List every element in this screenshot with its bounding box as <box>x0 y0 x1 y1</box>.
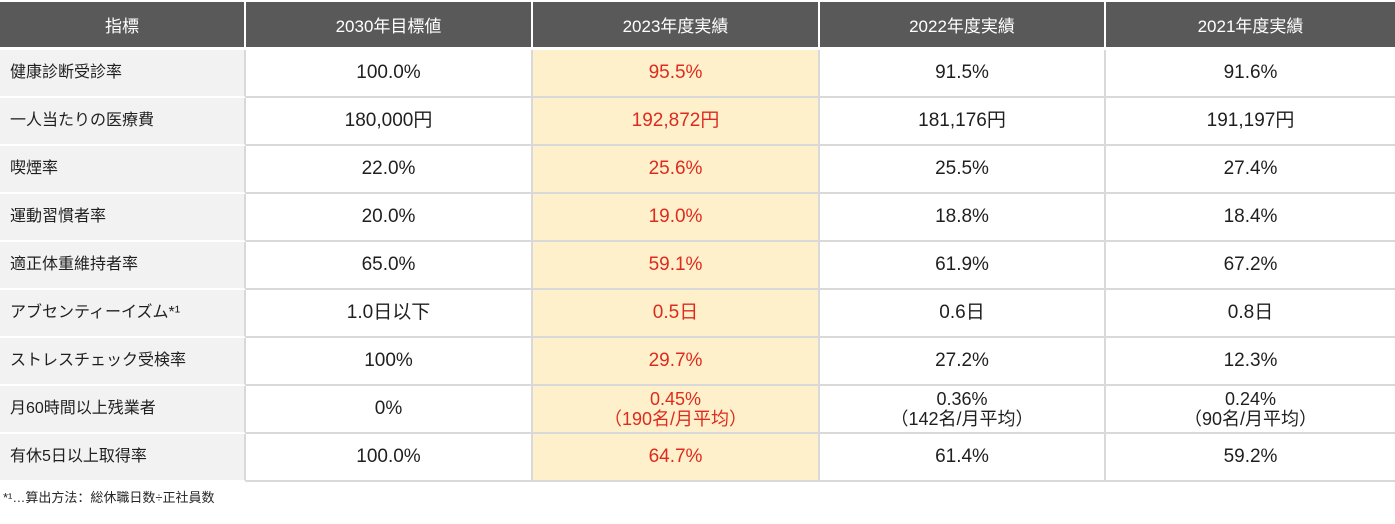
cell-fy2023-highlight: 59.1% <box>533 242 820 290</box>
cell-target-2030: 100.0% <box>246 434 533 482</box>
kpi-results-page: 指標 2030年目標値 2023年度実績 2022年度実績 2021年度実績 健… <box>0 2 1395 505</box>
column-header-fy2021: 2021年度実績 <box>1106 2 1395 50</box>
cell-fy2021: 0.24% （90名/月平均） <box>1106 386 1395 434</box>
cell-indicator: 適正体重維持者率 <box>0 242 246 290</box>
header-row: 指標 2030年目標値 2023年度実績 2022年度実績 2021年度実績 <box>0 2 1395 50</box>
cell-fy2023-highlight: 64.7% <box>533 434 820 482</box>
table-row: アブセンティーイズム*¹ 1.0日以下 0.5日 0.6日 0.8日 <box>0 290 1395 338</box>
cell-fy2022: 18.8% <box>820 194 1106 242</box>
cell-fy2023-highlight: 0.5日 <box>533 290 820 338</box>
cell-fy2021: 59.2% <box>1106 434 1395 482</box>
table-row: 一人当たりの医療費 180,000円 192,872円 181,176円 191… <box>0 98 1395 146</box>
cell-fy2023-highlight: 0.45% （190名/月平均） <box>533 386 820 434</box>
cell-fy2021: 12.3% <box>1106 338 1395 386</box>
cell-indicator: 健康診断受診率 <box>0 50 246 98</box>
table-row: 有休5日以上取得率 100.0% 64.7% 61.4% 59.2% <box>0 434 1395 482</box>
table-row: 喫煙率 22.0% 25.6% 25.5% 27.4% <box>0 146 1395 194</box>
cell-fy2022: 25.5% <box>820 146 1106 194</box>
cell-fy2022: 0.36% （142名/月平均） <box>820 386 1106 434</box>
cell-fy2023-highlight: 25.6% <box>533 146 820 194</box>
cell-target-2030: 0% <box>246 386 533 434</box>
column-header-fy2023: 2023年度実績 <box>533 2 820 50</box>
table-row: 適正体重維持者率 65.0% 59.1% 61.9% 67.2% <box>0 242 1395 290</box>
table-row: 月60時間以上残業者 0% 0.45% （190名/月平均） 0.36% （14… <box>0 386 1395 434</box>
cell-fy2022: 91.5% <box>820 50 1106 98</box>
cell-fy2021: 191,197円 <box>1106 98 1395 146</box>
cell-indicator: 運動習慣者率 <box>0 194 246 242</box>
cell-target-2030: 100% <box>246 338 533 386</box>
cell-fy2021: 18.4% <box>1106 194 1395 242</box>
table-body: 健康診断受診率 100.0% 95.5% 91.5% 91.6% 一人当たりの医… <box>0 50 1395 482</box>
cell-fy2022: 61.4% <box>820 434 1106 482</box>
cell-fy2021: 27.4% <box>1106 146 1395 194</box>
cell-indicator: 有休5日以上取得率 <box>0 434 246 482</box>
cell-fy2022: 61.9% <box>820 242 1106 290</box>
cell-target-2030: 22.0% <box>246 146 533 194</box>
cell-fy2021: 0.8日 <box>1106 290 1395 338</box>
cell-indicator: 喫煙率 <box>0 146 246 194</box>
column-header-fy2022: 2022年度実績 <box>820 2 1106 50</box>
cell-fy2022: 0.6日 <box>820 290 1106 338</box>
cell-indicator: 月60時間以上残業者 <box>0 386 246 434</box>
table-row: 健康診断受診率 100.0% 95.5% 91.5% 91.6% <box>0 50 1395 98</box>
cell-fy2023-highlight: 29.7% <box>533 338 820 386</box>
cell-indicator: 一人当たりの医療費 <box>0 98 246 146</box>
column-header-target-2030: 2030年目標値 <box>246 2 533 50</box>
table-row: ストレスチェック受検率 100% 29.7% 27.2% 12.3% <box>0 338 1395 386</box>
cell-target-2030: 65.0% <box>246 242 533 290</box>
cell-indicator: ストレスチェック受検率 <box>0 338 246 386</box>
cell-target-2030: 180,000円 <box>246 98 533 146</box>
cell-fy2021: 67.2% <box>1106 242 1395 290</box>
table-row: 運動習慣者率 20.0% 19.0% 18.8% 18.4% <box>0 194 1395 242</box>
cell-target-2030: 100.0% <box>246 50 533 98</box>
kpi-table: 指標 2030年目標値 2023年度実績 2022年度実績 2021年度実績 健… <box>0 2 1395 482</box>
cell-target-2030: 20.0% <box>246 194 533 242</box>
cell-target-2030: 1.0日以下 <box>246 290 533 338</box>
cell-fy2023-highlight: 95.5% <box>533 50 820 98</box>
table-header: 指標 2030年目標値 2023年度実績 2022年度実績 2021年度実績 <box>0 2 1395 50</box>
cell-fy2023-highlight: 19.0% <box>533 194 820 242</box>
footnote: *¹…算出方法：総休職日数÷正社員数 <box>3 490 215 505</box>
cell-fy2021: 91.6% <box>1106 50 1395 98</box>
cell-fy2022: 27.2% <box>820 338 1106 386</box>
column-header-indicator: 指標 <box>0 2 246 50</box>
cell-indicator: アブセンティーイズム*¹ <box>0 290 246 338</box>
cell-fy2022: 181,176円 <box>820 98 1106 146</box>
cell-fy2023-highlight: 192,872円 <box>533 98 820 146</box>
